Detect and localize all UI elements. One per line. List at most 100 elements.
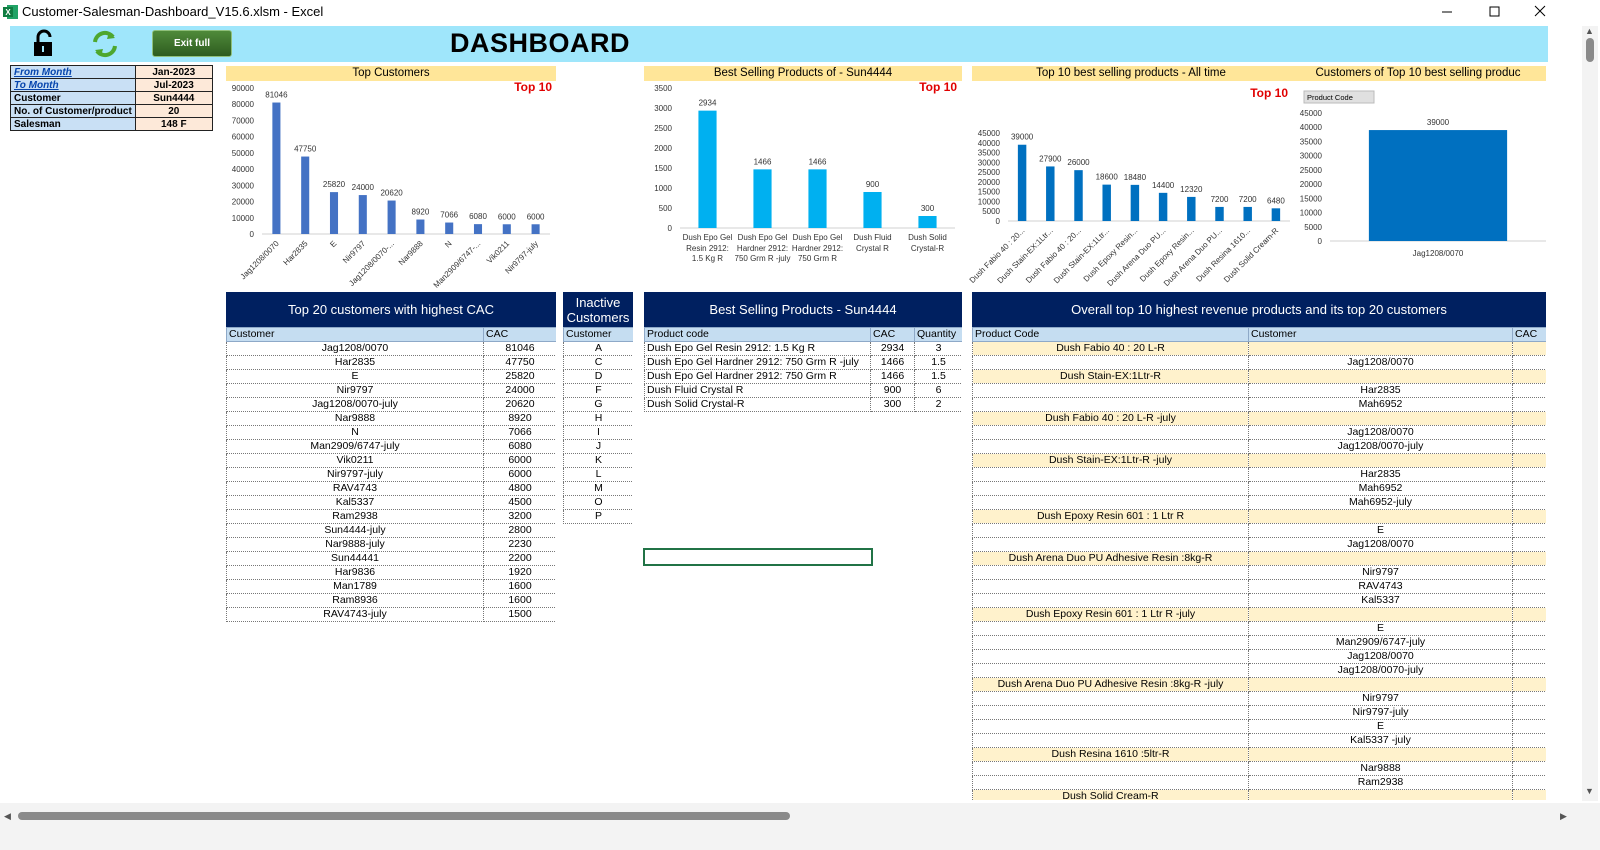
table-row[interactable]: Nar9888 8920 [226,411,556,426]
product-row[interactable]: Dush Fabio 40 : 20 L-R -july [972,411,1546,426]
table-row[interactable]: Har2835 47750 [226,355,556,370]
product-row[interactable]: Dush Arena Duo PU Adhesive Resin :8kg-R [972,551,1546,566]
data-label: 300 [921,204,935,213]
chart-badge: Top 10 [514,80,552,94]
table-row[interactable]: I [563,425,633,440]
customer-row[interactable]: Jag1208/0070 [972,537,1546,552]
customer-row[interactable]: Mah6952 [972,481,1546,496]
table-row[interactable]: J [563,439,633,454]
y-tick-label: 3500 [654,84,672,93]
table-cell: 2800 [483,523,556,538]
table-row[interactable]: Sun4444-july 2800 [226,523,556,538]
column-header: Customer [1248,327,1513,342]
customer-row[interactable]: Nir9797 [972,565,1546,580]
customer-row[interactable]: Ram2938 [972,775,1546,790]
product-row[interactable]: Dush Arena Duo PU Adhesive Resin :8kg-R … [972,677,1546,692]
table-row[interactable]: A [563,341,633,356]
customer-row[interactable]: E [972,523,1546,538]
customer-row[interactable]: Nar9888 [972,761,1546,776]
table-row[interactable]: Dush Epo Gel Hardner 2912: 750 Grm R 1466… [644,369,962,384]
table-row[interactable]: N 7066 [226,425,556,440]
table-row[interactable]: L [563,467,633,482]
empty-cell [1248,411,1513,426]
table-cell: Sun44441 [226,551,484,566]
product-row[interactable]: Dush Stain-EX:1Ltr-R -july [972,453,1546,468]
table-row[interactable]: Kal5337 4500 [226,495,556,510]
column-header: CAC [483,327,556,342]
product-row[interactable]: Dush Stain-EX:1Ltr-R [972,369,1546,384]
table-row[interactable]: Ram8936 1600 [226,593,556,608]
table-row[interactable]: H [563,411,633,426]
customer-row[interactable]: E [972,621,1546,636]
customer-row[interactable]: E [972,719,1546,734]
table-row[interactable]: Jag1208/0070 81046 [226,341,556,356]
vertical-scrollbar[interactable]: ▲ ▼ [1582,26,1598,801]
product-row[interactable]: Dush Fabio 40 : 20 L-R [972,341,1546,356]
table-row[interactable]: Dush Fluid Crystal R 900 6 [644,383,962,398]
empty-cell [972,775,1249,790]
table-row[interactable]: Man2909/6747-july 6080 [226,439,556,454]
customer-row[interactable]: Jag1208/0070 [972,649,1546,664]
table-row[interactable]: O [563,495,633,510]
filter-value[interactable]: 148 F [134,117,213,131]
customer-row[interactable]: Mah6952 [972,397,1546,412]
refresh-icon[interactable] [90,29,120,59]
y-tick-label: 40000 [232,165,255,174]
table-row[interactable]: Jag1208/0070-july 20620 [226,397,556,412]
table-title: Overall top 10 highest revenue products … [972,292,1546,327]
table-row[interactable]: C [563,355,633,370]
product-row[interactable]: Dush Epoxy Resin 601 : 1 Ltr R -july [972,607,1546,622]
window-controls[interactable] [1430,0,1560,24]
table-row[interactable]: Vik0211 6000 [226,453,556,468]
table-row[interactable]: Ram2938 3200 [226,509,556,524]
customer-row[interactable]: Jag1208/0070-july [972,663,1546,678]
filter-value[interactable]: Jul-2023 [134,78,213,92]
table-cell: 1500 [483,607,556,622]
table-row[interactable]: M [563,481,633,496]
table-row[interactable]: Nar9888-july 2230 [226,537,556,552]
customer-row[interactable]: Nir9797-july [972,705,1546,720]
exit-button[interactable]: Exit full [152,30,232,57]
table-cell: 6 [914,383,962,398]
customer-row[interactable]: Mah6952-july [972,495,1546,510]
table-row[interactable]: Sun44441 2200 [226,551,556,566]
table-row[interactable]: F [563,383,633,398]
empty-cell [1248,369,1513,384]
table-row[interactable]: Man1789 1600 [226,579,556,594]
horizontal-scrollbar[interactable]: ◀ ▶ [4,811,1567,821]
table-row[interactable]: RAV4743-july 1500 [226,607,556,622]
product-row[interactable]: Dush Epoxy Resin 601 : 1 Ltr R [972,509,1546,524]
customer-row[interactable]: Kal5337 [972,593,1546,608]
filter-value[interactable]: Jan-2023 [134,65,213,79]
customer-row[interactable]: Jag1208/0070-july [972,439,1546,454]
customer-row[interactable]: Jag1208/0070 [972,425,1546,440]
table-row[interactable]: P [563,509,633,524]
table-row[interactable]: G [563,397,633,412]
table-row[interactable]: E 25820 [226,369,556,384]
selected-cell[interactable] [643,548,873,566]
customer-row[interactable]: Kal5337 -july [972,733,1546,748]
product-row[interactable]: Dush Resina 1610 :5ltr-R [972,747,1546,762]
table-row[interactable]: RAV4743 4800 [226,481,556,496]
table-row[interactable]: Har9836 1920 [226,565,556,580]
customer-cell: E [1248,719,1513,734]
customer-row[interactable]: Nir9797 [972,691,1546,706]
customer-row[interactable]: Jag1208/0070 [972,355,1546,370]
data-label: 26000 [1067,158,1090,167]
table-row[interactable]: Dush Epo Gel Hardner 2912: 750 Grm R -ju… [644,355,962,370]
table-row[interactable]: Nir9797 24000 [226,383,556,398]
filter-value[interactable]: Sun4444 [134,91,213,105]
customer-row[interactable]: Har2835 [972,467,1546,482]
table-row[interactable]: Dush Solid Crystal-R 300 2 [644,397,962,412]
customer-row[interactable]: Man2909/6747-july [972,635,1546,650]
table-row[interactable]: Nir9797-july 6000 [226,467,556,482]
table-row[interactable]: Dush Epo Gel Resin 2912: 1.5 Kg R 2934 3 [644,341,962,356]
product-row[interactable]: Dush Solid Cream-R [972,789,1546,800]
filter-value[interactable]: 20 [134,104,213,118]
customer-row[interactable]: Har2835 [972,383,1546,398]
table-row[interactable]: K [563,453,633,468]
lock-icon[interactable] [32,29,56,57]
table-cell: 4800 [483,481,556,496]
customer-row[interactable]: RAV4743 [972,579,1546,594]
table-row[interactable]: D [563,369,633,384]
